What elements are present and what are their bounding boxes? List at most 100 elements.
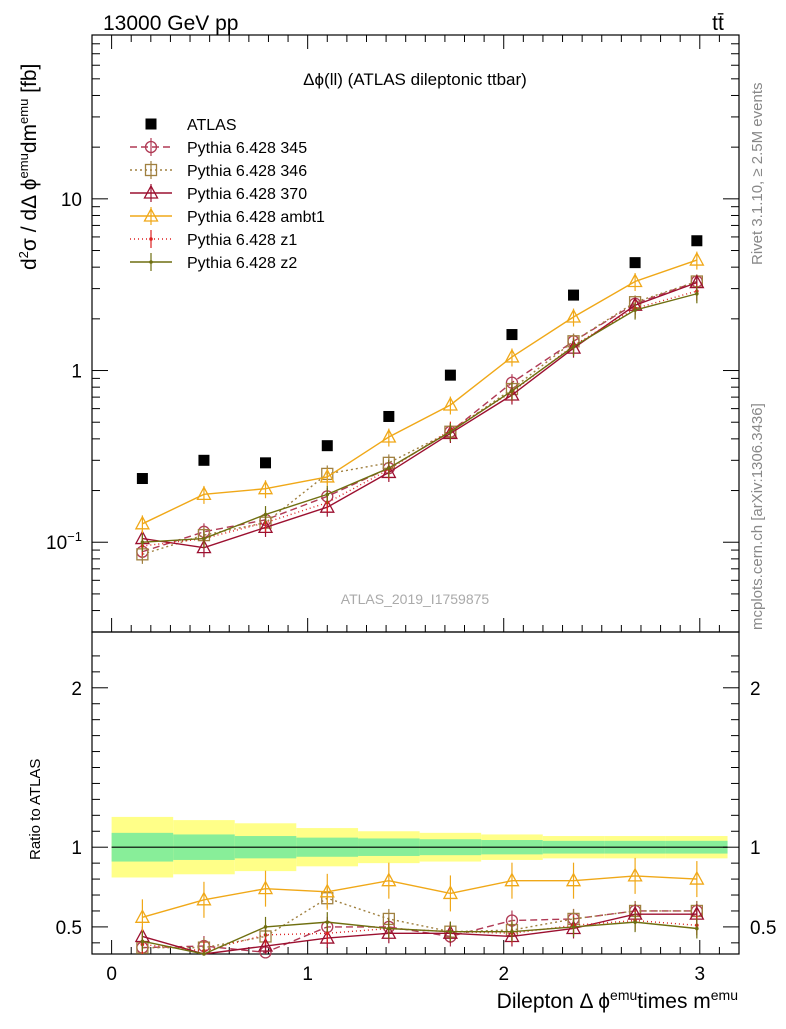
process-label: tt̄ [712, 12, 724, 35]
series-ambt1-ratio-point [627, 867, 643, 882]
series-ambt1-point [504, 348, 520, 363]
series-ambt1-ratio-point [689, 870, 705, 885]
series-z2-ratio-point [510, 929, 514, 934]
ratio-axis-label: Ratio to ATLAS [27, 759, 44, 860]
ratio-tick-label-right: 0.5 [750, 918, 776, 939]
x-tick-label: 1 [302, 964, 313, 985]
x-tick-label: 3 [694, 964, 705, 985]
atlas-data-point [383, 410, 395, 422]
series-z2-ratio-line [142, 921, 697, 955]
watermark: ATLAS_2019_I1759875 [341, 591, 490, 607]
mcplots-label: mcplots.cern.ch [arXiv:1306.3436] [749, 403, 766, 630]
series-370-point [257, 519, 274, 534]
ratio-tick-label: 0.5 [56, 918, 82, 939]
series-ambt1-ratio-point [134, 908, 150, 923]
ratio-tick-label-right: 2 [750, 679, 761, 700]
series-ambt1-ratio-line [142, 875, 697, 919]
legend-label: Pythia 6.428 370 [187, 186, 307, 203]
series-z2-point [633, 308, 637, 312]
series-z2-ratio-point [448, 929, 453, 934]
series-z2-point [448, 429, 453, 434]
legend-label: Pythia 6.428 ambt1 [187, 209, 325, 226]
series-z2-ratio-point [140, 939, 145, 944]
legend-label: Pythia 6.428 346 [187, 163, 307, 180]
ratio-tick-label: 2 [71, 679, 82, 700]
series-z1-ratio-line [142, 919, 697, 952]
rivet-label: Rivet 3.1.10, ≥ 2.5M events [749, 83, 766, 266]
legend-marker [143, 207, 159, 222]
atlas-data-point [260, 457, 272, 469]
series-z2-ratio-point [387, 926, 391, 931]
series-z2-ratio-point [325, 920, 330, 924]
series-z2-point [263, 512, 268, 517]
series-370-ratio-point [257, 937, 274, 952]
atlas-data-point [629, 257, 641, 269]
x-tick-label: 0 [106, 964, 117, 985]
series-345-ratio-line [142, 910, 697, 954]
series-ambt1-point [381, 428, 397, 443]
series-z2-point [325, 492, 330, 497]
series-ambt1-ratio-point [257, 880, 274, 895]
legend-marker [144, 163, 158, 177]
series-z2-ratio-point [695, 926, 699, 931]
legend-marker [149, 260, 153, 264]
series-346-line [142, 280, 698, 556]
series-ambt1-line [142, 259, 698, 525]
series-ambt1-ratio-point [565, 872, 582, 887]
atlas-data-point [444, 369, 456, 381]
series-z2-ratio-point [202, 952, 206, 956]
series-ambt1-ratio-point [442, 885, 458, 900]
legend-label: Pythia 6.428 z2 [187, 255, 297, 272]
series-z2-ratio-point [571, 925, 576, 929]
energy-label: 13000 GeV pp [103, 12, 238, 35]
series-z2-point [202, 536, 206, 541]
series-z2-point [140, 540, 145, 545]
series-370-line [142, 281, 698, 549]
series-370-point [196, 539, 212, 554]
plot-title: Δϕ(ll) (ATLAS dileptonic ttbar) [303, 70, 527, 89]
series-z2-point [510, 389, 514, 393]
ratio-frame [91, 631, 740, 955]
x-tick-label: 2 [498, 964, 509, 985]
series-z2-point [387, 466, 391, 470]
series-370-ratio-line [142, 913, 697, 955]
series-ambt1-point [196, 486, 212, 501]
legend-label: ATLAS [187, 117, 237, 134]
atlas-data-point [506, 329, 518, 341]
atlas-data-point [568, 289, 580, 301]
series-ambt1-point [319, 468, 335, 483]
series-z1-line [142, 290, 698, 547]
legend-label: Pythia 6.428 z1 [187, 232, 297, 249]
series-ambt1-point [442, 396, 458, 411]
series-z2-ratio-point [263, 925, 268, 929]
y-tick-label: 10−1 [46, 529, 82, 554]
ratio-tick-label-right: 1 [750, 838, 761, 859]
atlas-data-point [136, 473, 148, 485]
y-tick-label: 1 [71, 362, 82, 383]
series-z1-ratio-point [325, 931, 330, 936]
series-ambt1-point [627, 273, 643, 288]
atlas-data-point [321, 440, 333, 452]
x-axis-title: Dilepton Δ ϕemutimes memu [497, 987, 738, 1013]
legend-marker [143, 184, 159, 199]
legend-atlas-marker [145, 118, 157, 130]
legend-marker [149, 237, 153, 241]
legend-marker [144, 140, 158, 154]
series-ambt1-ratio-point [381, 872, 397, 887]
legend-label: Pythia 6.428 345 [187, 140, 307, 157]
series-z2-ratio-point [633, 920, 637, 924]
y-axis-title: d2σ / dΔ ϕemudmemu [fb] [16, 64, 41, 270]
series-ambt1-point [689, 251, 705, 266]
series-ambt1-point [134, 515, 150, 530]
series-ambt1-ratio-point [504, 872, 520, 887]
ratio-tick-label: 1 [71, 838, 82, 859]
series-ambt1-ratio-point [196, 891, 212, 906]
atlas-data-point [198, 454, 210, 466]
series-z2-point [571, 344, 576, 349]
series-ambt1-ratio-point [319, 883, 335, 898]
series-ambt1-point [565, 308, 582, 323]
atlas-data-point [691, 235, 703, 247]
series-ambt1-point [257, 480, 274, 495]
